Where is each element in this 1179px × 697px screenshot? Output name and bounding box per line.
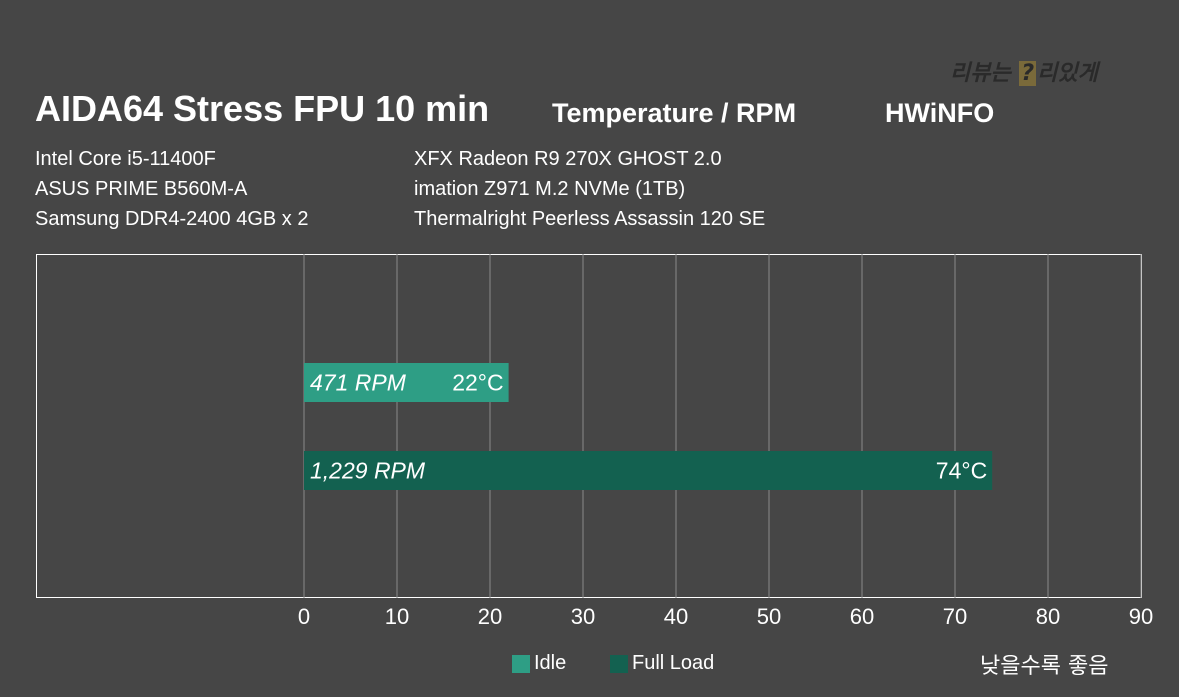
chart-subtitle: Temperature / RPM — [552, 98, 797, 128]
bar-value-label-full-load: 74°C — [936, 458, 987, 484]
x-tick-label-0: 0 — [298, 604, 310, 629]
bar-value-label-idle: 22°C — [452, 370, 503, 396]
spec-storage: imation Z971 M.2 NVMe (1TB) — [414, 178, 686, 200]
x-tick-label-40: 40 — [664, 604, 688, 629]
x-tick-label-60: 60 — [850, 604, 874, 629]
watermark-logo: 리뷰는 ? 리있게 — [950, 55, 1098, 87]
x-tick-label-30: 30 — [571, 604, 595, 629]
legend-full-load: Full Load — [610, 652, 714, 675]
spec-memory: Samsung DDR4-2400 4GB x 2 — [35, 208, 309, 230]
bar-rpm-label-idle: 471 RPM — [310, 370, 407, 396]
legend-idle: Idle — [512, 652, 566, 675]
plot-frame — [36, 254, 1142, 598]
x-tick-label-90: 90 — [1129, 604, 1153, 629]
bar-idle — [304, 363, 509, 402]
bar-full-load — [304, 451, 993, 490]
bar-rpm-label-full-load: 1,229 RPM — [310, 458, 426, 484]
watermark-text: 리뷰는 ? 리있게 — [950, 61, 1098, 86]
x-tick-label-80: 80 — [1036, 604, 1060, 629]
x-tick-label-50: 50 — [757, 604, 781, 629]
spec-gpu: XFX Radeon R9 270X GHOST 2.0 — [414, 148, 722, 170]
legend-idle-swatch — [512, 654, 530, 673]
x-tick-label-70: 70 — [943, 604, 967, 629]
legend-idle-label: Idle — [534, 652, 567, 674]
lower-is-better-note: 낮을수록 좋음 — [980, 654, 1109, 679]
chart-title: AIDA64 Stress FPU 10 min — [35, 88, 490, 129]
legend-full-load-label: Full Load — [632, 652, 715, 674]
spec-cpu: Intel Core i5-11400F — [35, 148, 216, 170]
spec-list-left: Intel Core i5-11400F ASUS PRIME B560M-A … — [35, 144, 308, 234]
legend-full-load-swatch — [610, 654, 628, 673]
x-tick-label-10: 10 — [385, 604, 409, 629]
spec-motherboard: ASUS PRIME B560M-A — [35, 178, 248, 200]
tool-name: HWiNFO — [885, 98, 995, 128]
spec-list-right: XFX Radeon R9 270X GHOST 2.0 imation Z97… — [414, 144, 765, 234]
x-tick-label-20: 20 — [478, 604, 502, 629]
spec-cooler: Thermalright Peerless Assassin 120 SE — [414, 208, 766, 230]
